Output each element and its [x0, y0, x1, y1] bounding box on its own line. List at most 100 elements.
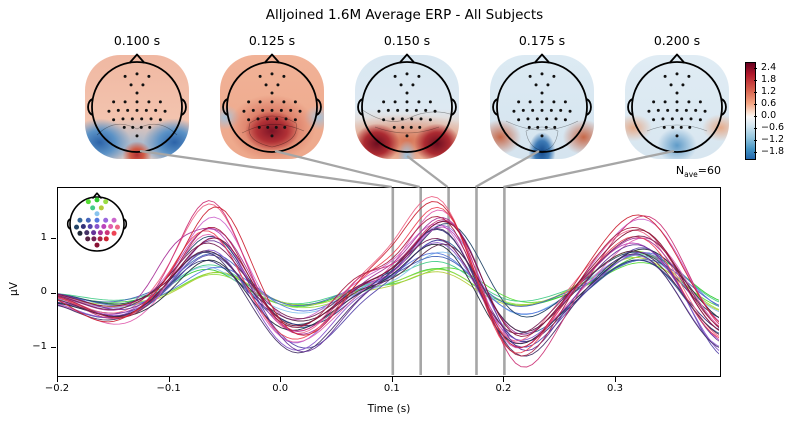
topomap-head-outline [627, 53, 727, 153]
topomap-time-label: 0.125 s [248, 33, 296, 48]
electrode-dot [112, 100, 116, 104]
electrode-dot [563, 100, 567, 104]
electrode-dot [671, 125, 675, 129]
x-tick-label: 0.1 [383, 383, 400, 394]
electrode-dot [147, 100, 151, 104]
erp-trace-ch25 [58, 243, 719, 335]
inset-sensor-dot [94, 211, 100, 217]
electrode-dot [135, 72, 139, 76]
electrode-dot [289, 108, 293, 112]
x-tick-label: −0.2 [44, 383, 70, 394]
inset-sensor-dot [94, 217, 100, 223]
electrode-dot [130, 117, 134, 121]
electrode-dot [401, 125, 405, 129]
electrode-dot [158, 100, 162, 104]
electrode-dot [129, 83, 133, 87]
x-tick [615, 377, 616, 382]
electrode-dot [126, 108, 130, 112]
electrode-dot [148, 125, 152, 129]
electrode-dot [270, 91, 274, 95]
erp-trace-ch19 [58, 243, 719, 345]
inset-sensor-dot [111, 230, 117, 236]
electrode-dot [687, 74, 691, 78]
electrode-dot [540, 72, 544, 76]
y-tick-label: −1 [32, 340, 47, 352]
electrode-dot [433, 109, 437, 113]
topomap-time-label: 0.175 s [518, 33, 566, 48]
colorbar-tick [754, 128, 757, 129]
inset-sensor-dot [90, 205, 96, 211]
electrode-dot [411, 83, 415, 87]
electrode-dot [409, 125, 413, 129]
nave-base: N [675, 164, 685, 177]
y-tick-label: 1 [40, 231, 47, 243]
electrode-dot [410, 117, 414, 121]
electrode-dot [270, 134, 274, 138]
y-tick [51, 238, 56, 240]
electrode-dot [144, 108, 148, 112]
electrode-dot [270, 72, 274, 76]
electrode-dot [540, 108, 544, 112]
electrode-dot [554, 117, 558, 121]
colorbar-tick-label: 1.8 [761, 74, 777, 85]
electrode-dot [131, 125, 135, 129]
electrode-dot [382, 100, 386, 104]
inset-sensor-dot [77, 217, 83, 223]
electrode-dot [536, 125, 540, 129]
electrode-dot [568, 109, 572, 113]
electrode-dot [680, 117, 684, 121]
x-tick-label: −0.1 [156, 383, 181, 394]
colorbar-tick-label: −1.2 [761, 134, 785, 145]
x-tick [503, 377, 505, 382]
electrode-dot [276, 83, 280, 87]
topomap-head-outline [492, 53, 592, 153]
inset-sensor-dot [94, 242, 100, 248]
x-tick [168, 377, 170, 382]
electrode-dot [698, 100, 702, 104]
colorbar-tick [754, 152, 757, 153]
electrode-dot [256, 117, 260, 121]
topomap-time-label: 0.100 s [113, 33, 161, 48]
inset-sensor-dot [94, 197, 100, 203]
electrode-dot [684, 108, 688, 112]
electrode-dot [703, 109, 707, 113]
electrode-dot [163, 109, 167, 113]
electrode-dot [669, 83, 673, 87]
topomap-field-0.175s [490, 55, 594, 159]
electrode-dot [377, 109, 381, 113]
electrode-dot [123, 74, 127, 78]
electrode-dot [512, 109, 516, 113]
electrode-dot [553, 125, 557, 129]
topomap-head-outline [357, 53, 457, 153]
colorbar-tick-label: 1.2 [761, 86, 777, 97]
electrode-dot [274, 125, 278, 129]
butterfly-plot [57, 187, 721, 377]
sensor-inset [66, 192, 128, 252]
electrode-dot [663, 100, 667, 104]
electrode-dot [417, 74, 421, 78]
electrode-dot [382, 118, 386, 122]
colorbar-tick [754, 92, 757, 93]
electrode-dot [270, 100, 274, 104]
electrode-dot [261, 108, 265, 112]
topomap-field-0.125s [220, 55, 324, 159]
inset-sensor-dot [101, 223, 107, 229]
electrode-dot [535, 117, 539, 121]
x-tick [280, 377, 282, 382]
inset-sensor-dot [94, 223, 100, 229]
colorbar-tick-label: 0.6 [761, 98, 777, 109]
electrode-dot [265, 117, 269, 121]
topomap-head-outline [87, 53, 187, 153]
electrode-dot [531, 108, 535, 112]
electrode-dot [527, 125, 531, 129]
nave-annotation: Nave=60 [560, 164, 721, 179]
inset-sensor-dot [91, 236, 97, 242]
electrode-dot [122, 125, 126, 129]
electrode-dot [675, 72, 679, 76]
x-tick [57, 377, 58, 382]
electrode-dot [546, 83, 550, 87]
inset-sensor-dot [84, 230, 90, 236]
electrode-dot [544, 125, 548, 129]
colorbar-tick-label: −0.6 [761, 122, 785, 133]
